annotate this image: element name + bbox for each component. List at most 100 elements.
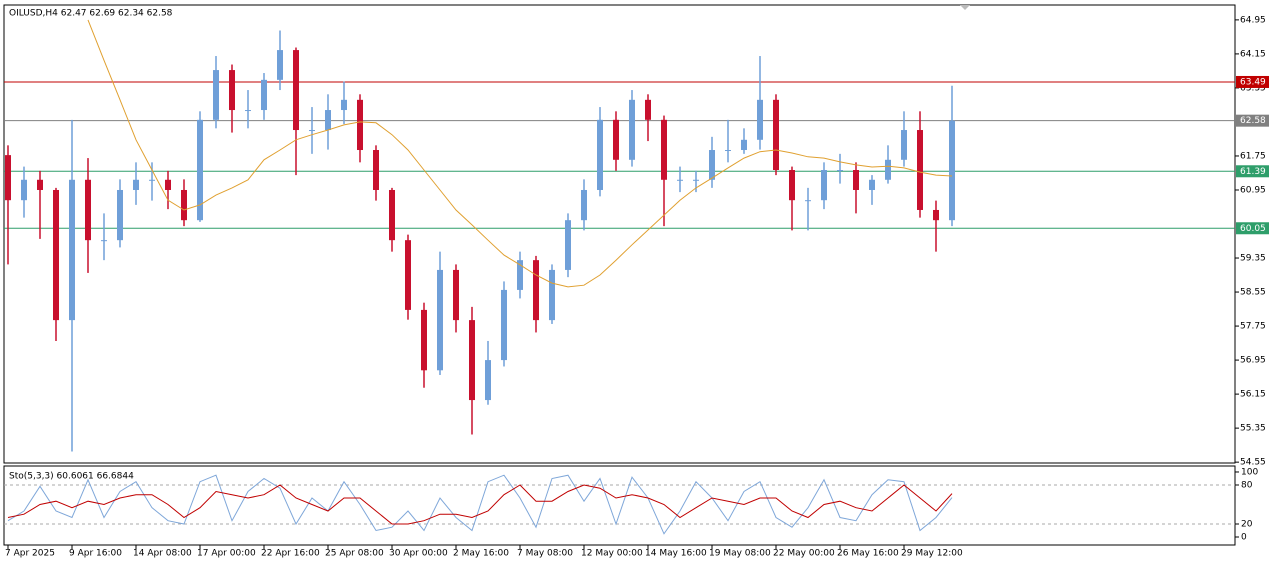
candle-body xyxy=(917,130,923,210)
level-tag xyxy=(1236,165,1269,178)
candle-body xyxy=(37,179,43,190)
candle-body xyxy=(389,189,395,241)
candle-body xyxy=(485,360,491,401)
level-tag xyxy=(1236,114,1269,127)
candle-body xyxy=(469,320,475,401)
candle-body xyxy=(165,179,171,190)
candle-body xyxy=(789,169,795,201)
candle-body xyxy=(853,169,859,190)
candle-body xyxy=(677,179,683,181)
x-tick-label: 14 May 16:00 xyxy=(645,549,707,559)
candle-body xyxy=(229,70,235,111)
y-tick-label: 80 xyxy=(1241,480,1253,490)
plot-area xyxy=(4,474,1235,535)
candle-body xyxy=(661,119,667,180)
candle-body xyxy=(85,179,91,241)
candle-body xyxy=(245,110,251,112)
x-tick-label: 2 May 16:00 xyxy=(453,549,509,559)
y-tick-label: 60.95 xyxy=(1240,185,1266,195)
y-tick-label: 100 xyxy=(1241,467,1258,477)
candle-body xyxy=(101,240,107,242)
x-tick-label: 7 Apr 2025 xyxy=(5,549,55,559)
candle-body xyxy=(741,139,747,151)
x-tick-label: 19 May 08:00 xyxy=(709,549,771,559)
candle-body xyxy=(517,260,523,290)
candle-body xyxy=(293,50,299,131)
candle-body xyxy=(357,99,363,151)
x-tick-label: 12 May 00:00 xyxy=(581,549,643,559)
shift-marker xyxy=(960,5,970,10)
candle-body xyxy=(581,189,587,221)
candle-body xyxy=(133,179,139,190)
level-tag xyxy=(1236,222,1269,235)
y-tick-label: 54.55 xyxy=(1240,458,1266,468)
candle-body xyxy=(629,99,635,160)
candle-body xyxy=(405,240,411,310)
candle-body xyxy=(69,179,75,321)
candle-body xyxy=(421,309,427,371)
level-label: 61.39 xyxy=(1240,167,1266,177)
candle-body xyxy=(821,169,827,201)
candle-body xyxy=(805,200,811,202)
candle-body xyxy=(341,99,347,111)
y-tick-label: 56.95 xyxy=(1240,356,1266,366)
candle-body xyxy=(5,155,11,201)
candle-body xyxy=(213,70,219,120)
y-tick-label: 61.75 xyxy=(1240,151,1266,161)
x-tick-label: 26 May 16:00 xyxy=(837,549,899,559)
y-tick-label: 63.35 xyxy=(1240,83,1266,93)
y-tick-label: 59.35 xyxy=(1240,254,1266,264)
y-tick-label: 58.55 xyxy=(1240,288,1266,298)
x-tick-label: 9 Apr 16:00 xyxy=(69,549,122,559)
candle-body xyxy=(197,119,203,221)
candle-body xyxy=(901,130,907,160)
candle-body xyxy=(949,120,955,221)
level-label: 63.49 xyxy=(1240,77,1266,87)
candle-body xyxy=(837,169,843,171)
candle-body xyxy=(597,119,603,190)
moving-average xyxy=(87,19,953,288)
candle-body xyxy=(325,110,331,131)
x-tick-label: 22 Apr 16:00 xyxy=(261,549,320,559)
x-tick-label: 25 Apr 08:00 xyxy=(325,549,384,559)
candle-body xyxy=(309,130,315,132)
candle-body xyxy=(885,159,891,180)
y-tick-label: 64.15 xyxy=(1240,49,1266,59)
indicator-title: Sto(5,3,3) 60.6061 66.6844 xyxy=(9,472,134,482)
x-tick-label: 29 May 12:00 xyxy=(901,549,963,559)
candle-body xyxy=(533,260,539,321)
candle-body xyxy=(757,99,763,140)
stoch-frame xyxy=(3,465,1236,546)
level-tag xyxy=(1236,75,1269,88)
candle-body xyxy=(53,189,59,321)
y-tick-label: 55.35 xyxy=(1240,424,1266,434)
candle-body xyxy=(693,179,699,181)
y-tick-label: 64.95 xyxy=(1240,15,1266,25)
x-tick-label: 30 Apr 00:00 xyxy=(389,549,448,559)
candle-body xyxy=(21,179,27,201)
stochastic-line xyxy=(7,484,953,525)
candle-body xyxy=(453,269,459,321)
candle-body xyxy=(613,119,619,160)
level-label: 60.05 xyxy=(1240,224,1266,234)
x-tick-label: 14 Apr 08:00 xyxy=(133,549,192,559)
y-tick-label: 20 xyxy=(1241,519,1253,529)
candle-body xyxy=(261,79,267,111)
candle-body xyxy=(725,150,731,152)
x-tick-label: 7 May 08:00 xyxy=(517,549,573,559)
x-tick-label: 17 Apr 00:00 xyxy=(197,549,256,559)
candle-body xyxy=(709,150,715,180)
candle-body xyxy=(869,179,875,190)
candle-body xyxy=(933,209,939,221)
candle-body xyxy=(565,220,571,270)
chart-title: OILUSD,H4 62.47 62.69 62.34 62.58 xyxy=(9,9,173,19)
y-tick-label: 0 xyxy=(1241,533,1247,543)
candle-body xyxy=(373,150,379,190)
x-tick-label: 22 May 00:00 xyxy=(773,549,835,559)
candle-body xyxy=(549,269,555,321)
candle-body xyxy=(181,189,187,221)
candle-body xyxy=(773,99,779,170)
level-label: 62.58 xyxy=(1240,116,1266,126)
